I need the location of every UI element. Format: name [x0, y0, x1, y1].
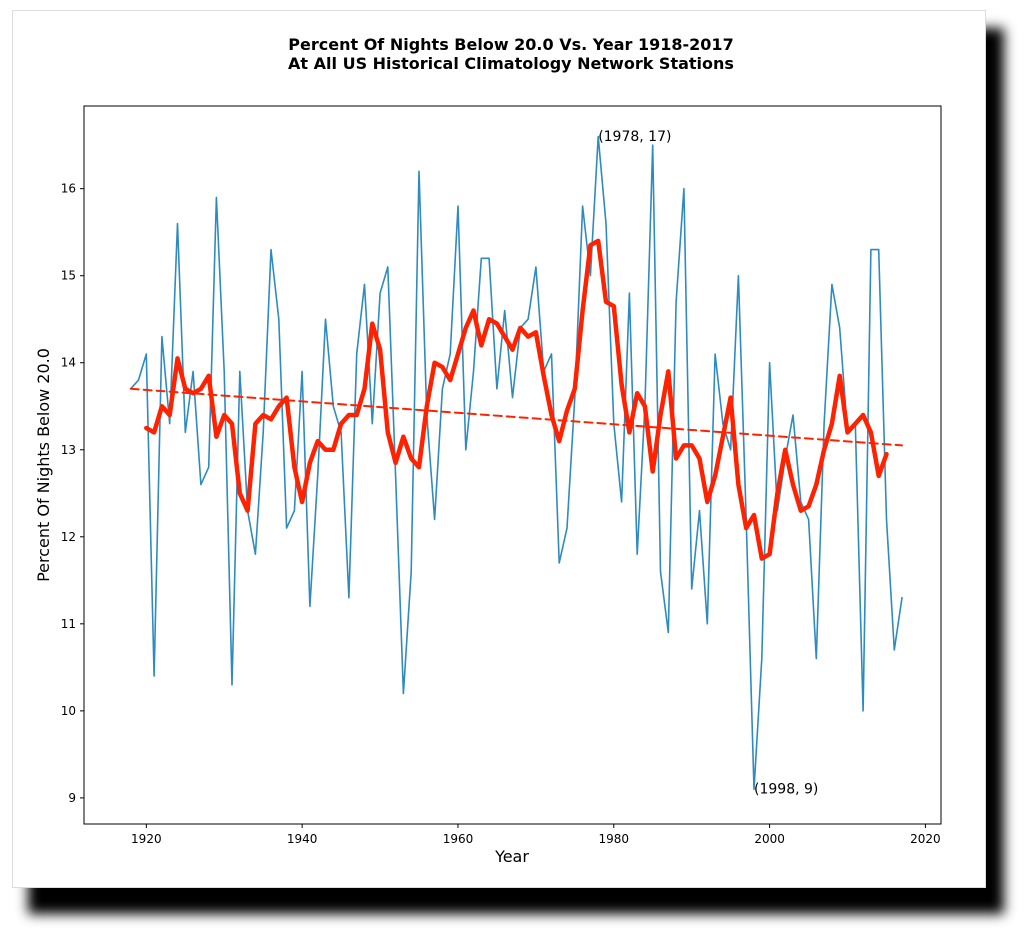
y-tick-label: 12: [61, 530, 76, 544]
y-tick-label: 16: [61, 182, 76, 196]
y-tick-label: 11: [61, 617, 76, 631]
annotation-layer: (1978, 17) (1998, 9): [598, 129, 818, 798]
x-tick-label: 2020: [910, 832, 941, 846]
smoothed-series-line: [144, 238, 889, 561]
y-axis-ticks: 9 10 11 12 13 14 15 16: [61, 182, 84, 805]
x-tick-label: 2000: [754, 832, 785, 846]
chart-subtitle: At All US Historical Climatology Network…: [288, 54, 734, 73]
chart-title: Percent Of Nights Below 20.0 Vs. Year 19…: [288, 35, 733, 54]
x-tick-label: 1940: [287, 832, 318, 846]
x-tick-label: 1920: [131, 832, 162, 846]
y-tick-label: 13: [61, 443, 76, 457]
x-tick-label: 1980: [599, 832, 630, 846]
y-axis-label: Percent Of Nights Below 20.0: [34, 348, 53, 582]
x-axis-ticks: 1920 1940 1960 1980 2000 2020: [131, 824, 941, 846]
y-tick-label: 10: [61, 704, 76, 718]
y-tick-label: 9: [68, 791, 76, 805]
trend-line: [129, 387, 903, 447]
x-tick-label: 1960: [443, 832, 474, 846]
annotation-label: (1978, 17): [598, 129, 671, 145]
y-tick-label: 14: [61, 356, 76, 370]
x-axis-label: Year: [494, 847, 529, 866]
chart-card: Percent Of Nights Below 20.0 Vs. Year 19…: [12, 10, 986, 888]
plot-area: [83, 105, 942, 825]
y-tick-label: 15: [61, 269, 76, 283]
series-layer: [129, 135, 903, 791]
line-chart: Percent Of Nights Below 20.0 Vs. Year 19…: [34, 35, 942, 866]
annotation-label: (1998, 9): [754, 782, 818, 798]
